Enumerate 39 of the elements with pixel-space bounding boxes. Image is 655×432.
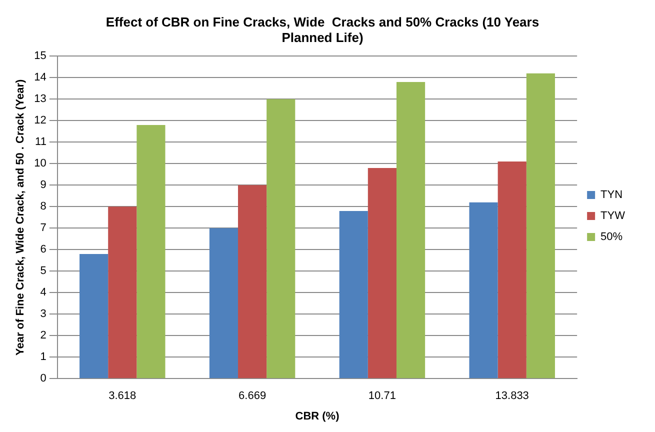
y-tick-label: 6 (40, 244, 46, 256)
y-tick-label: 0 (40, 372, 46, 385)
y-tick-label: 5 (40, 265, 46, 278)
legend-label: TYN (600, 189, 623, 202)
x-tick-label: 10.71 (368, 390, 396, 402)
y-tick-label: 2 (40, 330, 46, 342)
x-axis-title: CBR (%) (295, 410, 340, 422)
bar (339, 210, 368, 378)
text: Effect of CBR on Fine Cracks, Wide Cracks and 50% Cracks (10 Years (106, 14, 540, 30)
x-tick-label: 13.833 (495, 390, 529, 402)
y-tick-label: 11 (35, 136, 46, 148)
y-tick-label: 12 (34, 114, 46, 127)
legend-label: 50% (600, 231, 623, 244)
x-tick-label: 3.618 (108, 390, 136, 402)
y-tick-label: 3 (40, 308, 46, 320)
bar (526, 73, 555, 378)
y-tick-label: 13 (34, 93, 46, 106)
bar (238, 185, 267, 378)
bar (266, 99, 296, 378)
bar (80, 254, 108, 378)
y-tick-label: 4 (40, 286, 46, 299)
y-tick-label: 10 (34, 158, 46, 170)
y-tick-label: 7 (40, 222, 46, 234)
bar (469, 202, 498, 378)
bar (209, 228, 238, 378)
y-axis-title: Year of Fine Crack, Wide Crack, and 50 . Crack (Year) (14, 78, 27, 356)
x-tick-label: 6.669 (238, 390, 266, 402)
bar (368, 168, 396, 378)
text: Planned Life) (282, 30, 364, 45)
y-tick-label: 8 (40, 200, 46, 213)
y-tick-label: 14 (34, 72, 46, 84)
y-tick-label: 9 (40, 179, 46, 192)
bar (396, 82, 426, 378)
legend-label: TYW (600, 210, 626, 222)
bar (136, 124, 166, 378)
y-tick-label: 1 (40, 351, 46, 364)
y-tick-label: 15 (34, 50, 46, 62)
bar (498, 162, 526, 378)
bar (108, 206, 137, 378)
